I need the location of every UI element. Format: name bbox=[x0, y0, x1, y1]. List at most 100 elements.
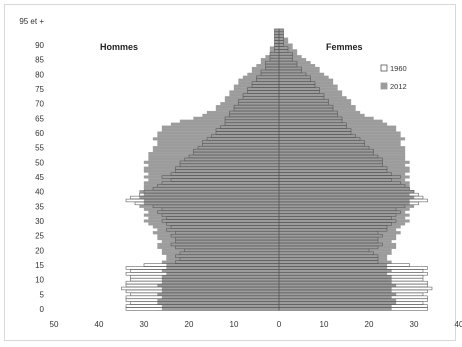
bar-2012-men-age-32 bbox=[143, 213, 280, 217]
bar-2012-women-age-49 bbox=[278, 163, 406, 167]
bar-2012-men-age-55 bbox=[152, 146, 280, 150]
bar-2012-men-age-65 bbox=[193, 116, 280, 120]
bar-2012-men-age-52 bbox=[148, 154, 280, 159]
bar-2012-women-age-24 bbox=[278, 237, 397, 241]
bar-2012-women-age-37 bbox=[278, 198, 410, 203]
bar-2012-women-age-54 bbox=[278, 149, 406, 153]
bar-2012-men-age-87 bbox=[269, 52, 280, 56]
bar-2012-men-age-67 bbox=[206, 110, 280, 115]
bar-2012-women-age-36 bbox=[278, 201, 410, 205]
bar-2012-women-age-84 bbox=[278, 61, 311, 65]
right-sex-label: Femmes bbox=[326, 42, 363, 52]
bar-2012-men-age-7 bbox=[161, 286, 280, 291]
bar-2012-women-age-56 bbox=[278, 143, 401, 147]
bar-2012-women-age-80 bbox=[278, 72, 325, 76]
bar-2012-women-age-16 bbox=[278, 260, 392, 264]
bar-2012-men-age-19 bbox=[161, 251, 280, 255]
bar-2012-men-age-26 bbox=[152, 231, 280, 235]
y-tick-label: 75 bbox=[35, 85, 44, 94]
bar-2012-men-age-14 bbox=[166, 266, 280, 270]
bar-2012-women-age-95 bbox=[278, 28, 284, 32]
bar-2012-men-age-94 bbox=[274, 31, 280, 35]
bar-2012-men-age-5 bbox=[157, 292, 280, 296]
bar-1960-women-age-95 bbox=[278, 28, 284, 33]
x-axis-ticks: 50 40 30 20 10 0 10 20 30 40 bbox=[50, 320, 462, 329]
bar-2012-women-age-12 bbox=[278, 272, 388, 276]
y-tick-label: 20 bbox=[35, 246, 44, 255]
bar-2012-men-age-28 bbox=[152, 225, 280, 229]
bar-2012-men-age-36 bbox=[143, 201, 280, 205]
bar-2012-men-age-74 bbox=[229, 90, 280, 94]
bar-2012-women-age-59 bbox=[278, 134, 401, 138]
x-tick-label: 10 bbox=[230, 320, 239, 329]
bar-2012-women-age-42 bbox=[278, 184, 410, 188]
bar-2012-men-age-8 bbox=[157, 283, 280, 288]
bar-2012-men-age-45 bbox=[143, 175, 280, 179]
bar-2012-women-age-75 bbox=[278, 87, 338, 91]
bar-2012-women-age-79 bbox=[278, 75, 329, 79]
legend-swatch-1960 bbox=[380, 64, 388, 72]
bar-2012-men-age-49 bbox=[148, 163, 280, 167]
y-tick-label: 55 bbox=[35, 144, 44, 153]
bar-2012-men-age-83 bbox=[256, 63, 280, 68]
y-tick-label: 60 bbox=[35, 129, 44, 138]
bar-2012-women-age-69 bbox=[278, 105, 356, 109]
bar-2012-women-age-50 bbox=[278, 160, 410, 164]
bar-2012-men-age-80 bbox=[247, 72, 280, 76]
bar-2012-men-age-41 bbox=[143, 187, 280, 191]
bar-2012-women-age-67 bbox=[278, 110, 361, 115]
x-tick-label: 30 bbox=[140, 320, 149, 329]
x-tick-label: 40 bbox=[95, 320, 104, 329]
x-tick-label: 20 bbox=[185, 320, 194, 329]
bar-2012-men-age-1 bbox=[161, 304, 280, 308]
y-tick-label: 50 bbox=[35, 158, 44, 167]
bar-2012-women-age-77 bbox=[278, 81, 334, 85]
legend-label-1960: 1960 bbox=[390, 64, 407, 73]
x-tick-label: 20 bbox=[365, 320, 374, 329]
y-tick-label: 65 bbox=[35, 114, 44, 123]
bar-2012-men-age-79 bbox=[242, 75, 280, 79]
bar-2012-women-age-18 bbox=[278, 254, 388, 258]
bar-2012-women-age-14 bbox=[278, 266, 388, 270]
bar-2012-women-age-38 bbox=[278, 195, 415, 200]
bar-2012-men-age-0 bbox=[161, 307, 280, 311]
bar-2012-men-age-18 bbox=[166, 254, 280, 258]
bar-2012-women-age-66 bbox=[278, 113, 365, 117]
bar-2012-men-age-6 bbox=[161, 289, 280, 293]
bar-2012-men-age-50 bbox=[143, 160, 280, 164]
bar-2012-women-age-3 bbox=[278, 298, 397, 302]
bar-2012-men-age-13 bbox=[161, 269, 280, 273]
bar-2012-women-age-52 bbox=[278, 154, 406, 159]
bar-2012-men-age-51 bbox=[148, 157, 280, 161]
bar-2012-men-age-12 bbox=[166, 272, 280, 276]
bar-2012-women-age-25 bbox=[278, 234, 397, 238]
bar-2012-women-age-93 bbox=[278, 34, 284, 38]
bar-2012-women-age-31 bbox=[278, 216, 406, 220]
bar-2012-women-age-43 bbox=[278, 181, 410, 185]
bar-2012-men-age-43 bbox=[143, 181, 280, 185]
bar-2012-women-age-58 bbox=[278, 137, 406, 141]
bar-2012-women-age-9 bbox=[278, 281, 392, 285]
y-tick-label: 90 bbox=[35, 41, 44, 50]
bar-2012-women-age-76 bbox=[278, 84, 338, 88]
y-tick-label: 25 bbox=[35, 232, 44, 241]
bar-2012-women-age-70 bbox=[278, 102, 352, 106]
legend-label-2012: 2012 bbox=[390, 82, 407, 91]
bar-2012-women-age-7 bbox=[278, 286, 392, 291]
legend-swatch-2012 bbox=[380, 82, 388, 90]
bar-2012-women-age-90 bbox=[278, 43, 293, 47]
bar-2012-men-age-53 bbox=[148, 151, 280, 156]
bar-2012-women-age-51 bbox=[278, 157, 406, 161]
bar-2012-men-age-4 bbox=[161, 295, 280, 299]
bar-2012-women-age-87 bbox=[278, 52, 298, 56]
bar-2012-women-age-22 bbox=[278, 242, 397, 247]
bar-2012-men-age-90 bbox=[274, 43, 280, 47]
bar-2012-women-age-48 bbox=[278, 166, 410, 170]
bar-2012-men-age-10 bbox=[161, 278, 280, 282]
bar-2012-men-age-76 bbox=[233, 84, 280, 88]
y-tick-label: 40 bbox=[35, 188, 44, 197]
legend: 1960 2012 bbox=[380, 64, 407, 91]
bar-2012-women-age-61 bbox=[278, 128, 397, 132]
x-tick-label: 50 bbox=[50, 320, 59, 329]
bar-2012-women-age-33 bbox=[278, 210, 406, 214]
